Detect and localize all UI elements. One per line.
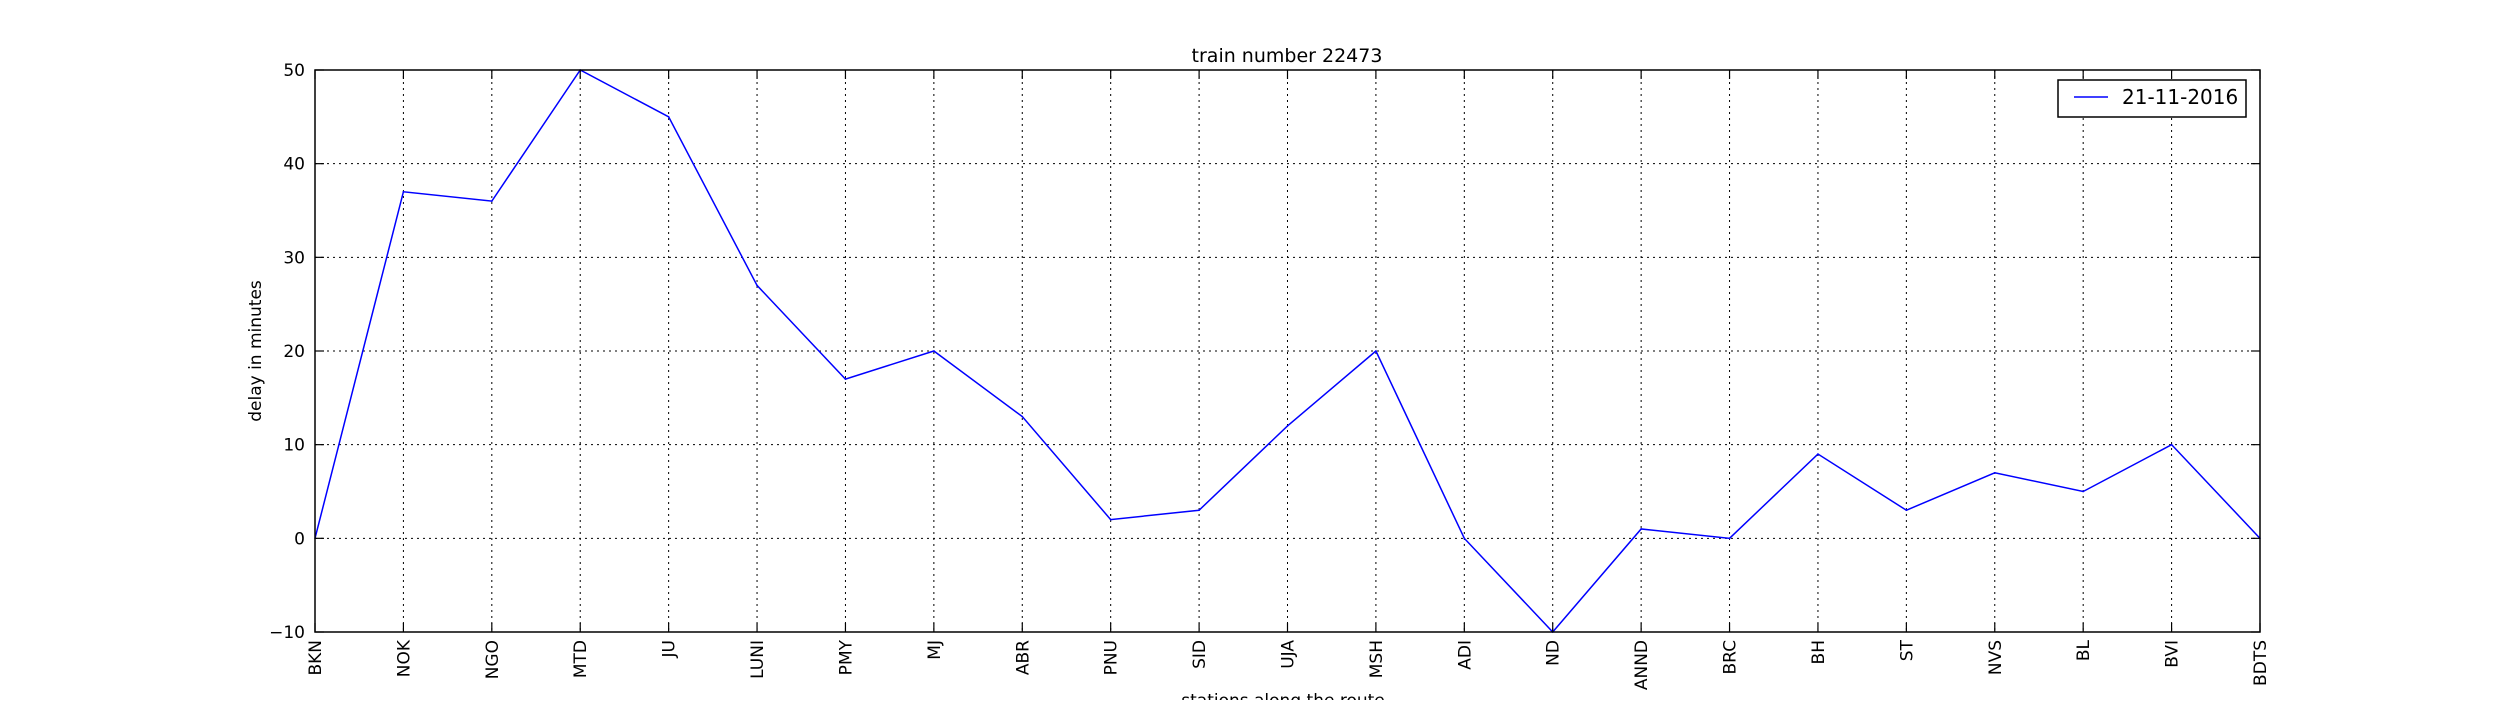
data-point xyxy=(1198,509,1200,512)
data-point xyxy=(844,378,847,380)
data-point xyxy=(1109,518,1112,521)
grid-lines xyxy=(315,70,2260,632)
y-tick-label: 50 xyxy=(283,61,305,81)
data-point xyxy=(1375,350,1377,352)
x-tick-label: BKN xyxy=(306,640,326,676)
x-tick-label: ST xyxy=(1897,639,1917,661)
data-point xyxy=(2170,443,2173,446)
x-tick-label: BRC xyxy=(1721,640,1741,675)
axis-labels: −10 0 10 20 30 40 50 BKN NOK NGO MTD JU LUNI PMY MJ ABR… xyxy=(269,61,2271,690)
x-tick-label: NOK xyxy=(394,639,414,677)
legend-box xyxy=(2057,79,2247,118)
x-tick-label: ND xyxy=(1544,640,1564,666)
chart-title: train number 22473 xyxy=(1192,45,1383,67)
y-tick-label: 0 xyxy=(294,529,305,549)
legend-series-label: 21-11-2016 xyxy=(2122,85,2238,109)
x-tick-label: ADI xyxy=(1455,640,1475,670)
data-point xyxy=(1817,453,1819,455)
y-tick-label: 30 xyxy=(283,248,305,268)
data-point xyxy=(1463,537,1466,540)
y-tick-label: 40 xyxy=(283,155,305,175)
x-tick-label: ANND xyxy=(1632,640,1652,690)
x-tick-label: ABR xyxy=(1013,640,1033,675)
y-tick-label: 20 xyxy=(283,342,305,362)
data-point xyxy=(491,200,493,202)
y-axis-label: delay in minutes xyxy=(246,280,266,422)
x-tick-label: BDTS xyxy=(2251,640,2271,686)
data-point xyxy=(1728,537,1731,540)
data-point xyxy=(402,190,405,193)
y-tick-label: −10 xyxy=(269,623,305,643)
data-point xyxy=(1905,509,1908,512)
x-tick-label: NVS xyxy=(1986,640,2006,675)
data-point xyxy=(2082,490,2084,493)
data-point xyxy=(1640,528,1642,530)
x-tick-label: SID xyxy=(1190,640,1210,669)
x-tick-label: BL xyxy=(2074,639,2094,661)
x-tick-label: BVI xyxy=(2163,640,2183,668)
x-tick-label: LUNI xyxy=(748,640,768,679)
x-tick-label: MTD xyxy=(571,640,591,678)
x-tick-label: UJA xyxy=(1279,640,1299,669)
axis-ticks xyxy=(314,69,2261,633)
x-tick-label: MSH xyxy=(1367,640,1387,678)
x-axis-label: stations along the route xyxy=(1181,691,1385,700)
y-tick-label: 10 xyxy=(283,436,305,456)
data-point xyxy=(667,116,670,118)
data-point xyxy=(1993,471,1996,474)
data-point xyxy=(1021,415,1024,418)
x-tick-label: PNU xyxy=(1102,640,1122,675)
data-point xyxy=(933,350,935,352)
legend: 21-11-2016 xyxy=(2057,79,2247,118)
data-point xyxy=(756,284,758,287)
data-point xyxy=(1286,425,1289,427)
x-tick-label: NGO xyxy=(483,640,503,679)
x-tick-label: BH xyxy=(1809,640,1829,664)
x-tick-label: PMY xyxy=(836,639,856,675)
x-tick-label: JU xyxy=(660,640,680,658)
x-tick-label: MJ xyxy=(925,640,945,660)
